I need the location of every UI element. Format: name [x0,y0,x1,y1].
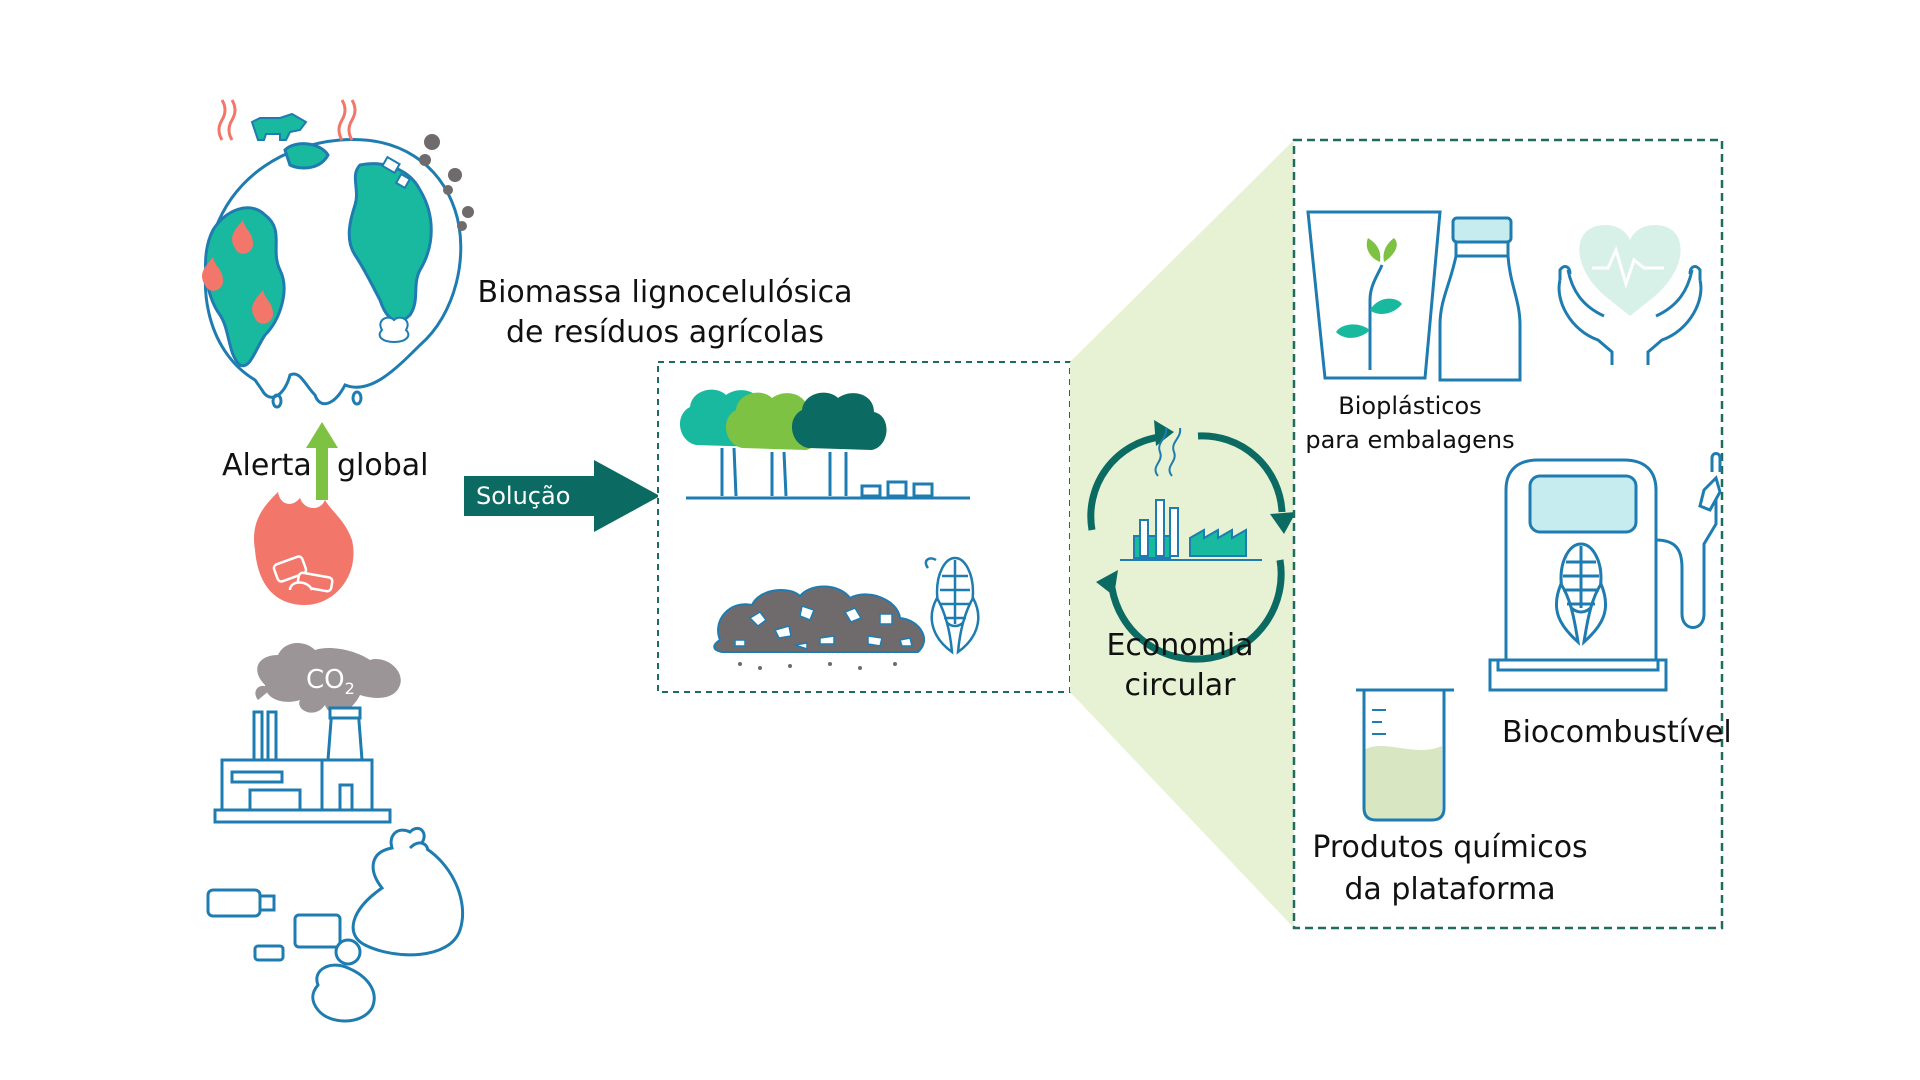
chemical-beaker-icon [1356,688,1454,822]
plastic-waste-icon [206,826,465,1023]
zoom-wedge [1070,140,1294,928]
solution-arrow [464,460,660,532]
circular-economy-arrows [1087,432,1286,663]
chemicals-label-line1: Produtos químicos [1312,830,1588,865]
biorefinery-icon [1120,427,1262,561]
alert-label-left: Alerta [222,448,312,483]
biofuel-label: Biocombustível [1502,715,1732,750]
co2-factory-icon [213,643,401,824]
bioplastics-label-line2: para embalagens [1305,426,1515,454]
biofuel-pump-icon [1488,452,1722,692]
co2-label: CO2 [306,665,355,698]
co2-sub-text: 2 [345,679,355,698]
biomass-pile-icon [713,585,925,670]
alert-up-arrow-icon [306,422,338,500]
melting-earth-icon [202,99,474,409]
biomass-title-line2: de resíduos agrícolas [505,315,824,350]
bioplastic-cup-icon [1306,210,1442,380]
corn-icon [924,556,980,655]
circular-arrowheads [1096,420,1296,596]
burning-plastics-icon [254,492,354,605]
circular-economy-line2: circular [1124,668,1236,703]
health-hands-icon [1557,225,1703,365]
bioplastics-label-line1: Bioplásticos [1338,392,1482,420]
alert-label-right: global [337,448,429,483]
biomass-title-line1: Biomassa lignocelulósica [477,275,853,310]
bioplastic-bottle-icon [1438,216,1522,382]
solution-label: Solução [476,482,571,510]
chemicals-label-line2: da plataforma [1344,872,1556,907]
trees-icon [679,389,970,500]
co2-main-text: CO [306,665,345,695]
circular-economy-line1: Economia [1106,628,1254,663]
